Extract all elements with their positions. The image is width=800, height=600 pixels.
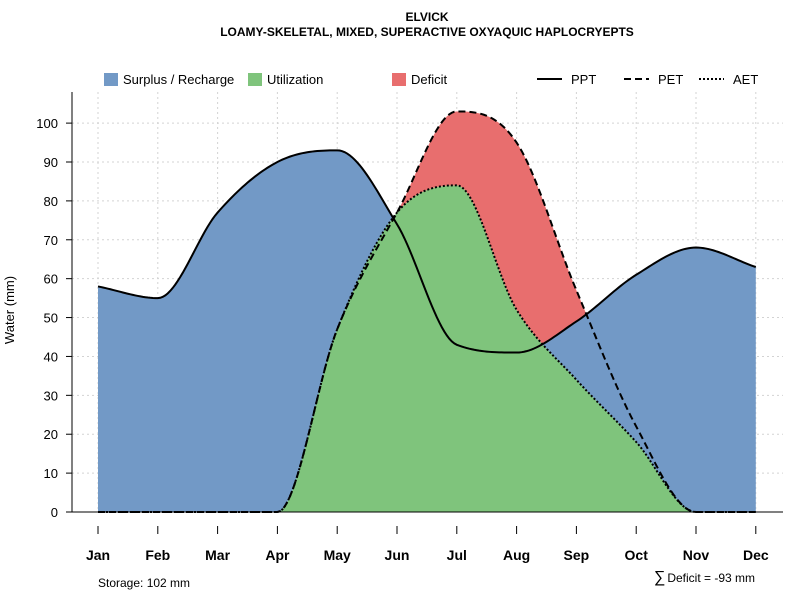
x-tick-label: Sep bbox=[564, 547, 590, 563]
x-tick-label: Dec bbox=[743, 547, 769, 563]
x-tick-label: Jun bbox=[385, 547, 410, 563]
y-tick-label: 50 bbox=[44, 311, 58, 326]
y-ticks: 0 10 20 30 40 50 60 70 80 90 100 bbox=[36, 116, 72, 520]
x-ticks: Jan Feb Mar Apr May Jun Jul Aug Sep Oct Nov Dec bbox=[86, 526, 769, 563]
y-tick-label: 40 bbox=[44, 349, 58, 364]
y-tick-label: 30 bbox=[44, 388, 58, 403]
y-tick-label: 0 bbox=[51, 505, 58, 520]
legend-label: PET bbox=[658, 72, 683, 87]
y-tick-label: 100 bbox=[36, 116, 58, 131]
legend-label: PPT bbox=[571, 72, 596, 87]
x-tick-label: Nov bbox=[683, 547, 710, 563]
legend-label: Surplus / Recharge bbox=[123, 72, 234, 87]
y-tick-label: 80 bbox=[44, 194, 58, 209]
legend-swatch bbox=[392, 73, 406, 86]
y-tick-label: 90 bbox=[44, 155, 58, 170]
legend-label: Deficit bbox=[411, 72, 448, 87]
y-tick-label: 20 bbox=[44, 427, 58, 442]
line-ppt bbox=[97, 149, 757, 354]
legend-swatch bbox=[248, 73, 262, 86]
x-tick-label: Feb bbox=[145, 547, 170, 563]
legend: Surplus / Recharge Utilization Deficit PPT P… bbox=[104, 72, 758, 87]
y-tick-label: 60 bbox=[44, 272, 58, 287]
x-tick-label: Apr bbox=[265, 547, 290, 563]
x-tick-label: Jan bbox=[86, 547, 110, 563]
x-tick-label: Aug bbox=[503, 547, 530, 563]
areas bbox=[98, 111, 756, 512]
legend-swatch bbox=[104, 73, 118, 86]
deficit-summary: ∑ Deficit = -93 mm bbox=[654, 569, 755, 586]
x-tick-label: Oct bbox=[625, 547, 649, 563]
storage-label: Storage: 102 mm bbox=[98, 576, 190, 590]
chart-title: ELVICK bbox=[405, 10, 448, 24]
legend-label: Utilization bbox=[267, 72, 323, 87]
chart-subtitle: LOAMY-SKELETAL, MIXED, SUPERACTIVE OXYAQ… bbox=[220, 25, 634, 39]
x-tick-label: Mar bbox=[205, 547, 230, 563]
line-pet bbox=[98, 110, 756, 513]
x-tick-label: May bbox=[324, 547, 351, 563]
x-tick-label: Jul bbox=[447, 547, 467, 563]
y-tick-label: 70 bbox=[44, 233, 58, 248]
legend-label: AET bbox=[733, 72, 758, 87]
y-tick-label: 10 bbox=[44, 466, 58, 481]
utilization-area bbox=[98, 185, 756, 512]
deficit-sum-value: Deficit = -93 mm bbox=[667, 571, 755, 585]
y-axis-title: Water (mm) bbox=[2, 276, 17, 344]
deficit-sum-symbol: ∑ bbox=[654, 569, 665, 586]
